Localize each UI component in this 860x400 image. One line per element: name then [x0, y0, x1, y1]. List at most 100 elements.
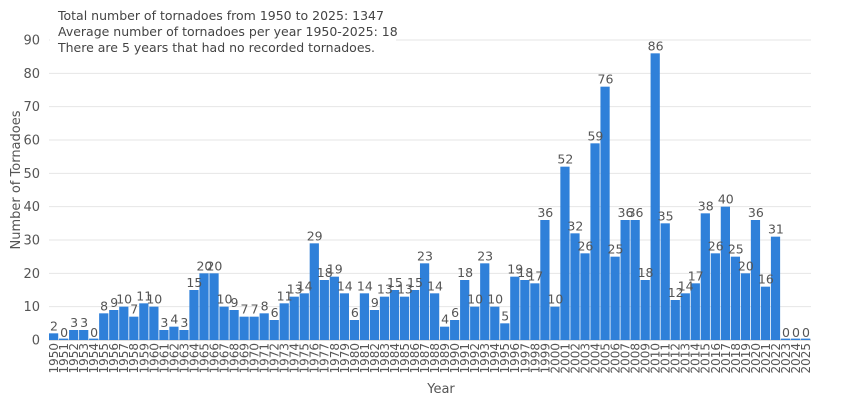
data-label: 5 — [501, 308, 509, 323]
data-label: 16 — [758, 272, 774, 287]
data-label: 20 — [206, 258, 222, 273]
bar — [620, 220, 630, 340]
bar — [79, 330, 89, 340]
data-label: 3 — [160, 315, 168, 330]
data-label: 19 — [507, 262, 523, 277]
x-tick-label: 1993 — [478, 343, 492, 374]
data-label: 8 — [261, 298, 269, 313]
data-label: 9 — [231, 295, 239, 310]
y-tick-label: 0 — [32, 334, 40, 349]
x-tick-label: 1978 — [328, 343, 342, 374]
x-tick-label: 2025 — [799, 343, 813, 374]
y-tick-label: 10 — [23, 300, 40, 315]
bar — [500, 323, 510, 340]
bar — [470, 306, 480, 340]
bar — [700, 213, 710, 340]
bar — [359, 293, 370, 340]
bar — [770, 236, 781, 340]
bar — [249, 316, 259, 340]
data-label: 36 — [618, 205, 634, 220]
bar — [460, 280, 470, 340]
bar — [560, 166, 570, 340]
data-label: 17 — [688, 268, 704, 283]
bar — [379, 296, 390, 340]
bar — [409, 290, 420, 340]
bar — [570, 233, 580, 340]
x-tick-label: 1956 — [107, 343, 121, 374]
data-label: 0 — [90, 325, 98, 340]
y-tick-label: 70 — [23, 100, 40, 115]
data-label: 10 — [217, 292, 233, 307]
data-label: 86 — [648, 38, 664, 53]
x-tick-label: 1997 — [518, 343, 532, 374]
data-label: 20 — [196, 258, 212, 273]
bar — [259, 313, 269, 340]
x-tick-label: 1971 — [258, 343, 272, 374]
bar — [590, 143, 600, 340]
data-label: 10 — [487, 292, 503, 307]
data-label: 4 — [441, 312, 449, 327]
data-label: 13 — [377, 282, 393, 297]
x-tick-label: 1953 — [77, 343, 91, 374]
data-label: 25 — [728, 242, 744, 257]
data-label: 10 — [467, 292, 483, 307]
x-tick-label: 1954 — [87, 343, 101, 374]
data-label: 14 — [427, 278, 443, 293]
bar — [600, 86, 610, 341]
data-label: 2 — [50, 318, 58, 333]
x-tick-label: 2000 — [548, 343, 562, 374]
bar — [299, 293, 309, 340]
bar — [129, 316, 139, 340]
data-label: 76 — [598, 72, 614, 87]
x-tick-label: 2017 — [719, 343, 733, 374]
data-label: 13 — [397, 282, 413, 297]
data-label: 59 — [587, 128, 603, 143]
bar — [59, 338, 69, 340]
x-tick-label: 2002 — [568, 343, 582, 374]
x-tick-label: 2004 — [588, 343, 602, 374]
annotation-total: Total number of tornadoes from 1950 to 2… — [57, 8, 384, 23]
x-tick-label: 1982 — [368, 343, 382, 374]
x-tick-label: 1986 — [408, 343, 422, 374]
bar — [69, 330, 79, 340]
data-label: 18 — [638, 265, 654, 280]
bar — [399, 296, 410, 340]
x-tick-label: 1958 — [127, 343, 141, 374]
bar — [520, 280, 530, 340]
x-tick-label: 1983 — [378, 343, 392, 374]
annotation-box — [50, 6, 396, 58]
x-tick-label: 2022 — [769, 343, 783, 374]
data-label: 38 — [698, 198, 714, 213]
bar — [760, 286, 771, 340]
bar — [640, 280, 650, 340]
x-tick-label: 2021 — [759, 343, 773, 374]
bar — [369, 310, 380, 340]
bar — [179, 330, 189, 340]
x-tick-label: 2019 — [739, 343, 753, 374]
x-tick-label: 1974 — [288, 343, 302, 374]
data-label: 3 — [80, 315, 88, 330]
data-label: 40 — [718, 192, 734, 207]
data-label: 31 — [768, 222, 784, 237]
x-tick-label: 1969 — [238, 343, 252, 374]
bar — [690, 283, 700, 340]
bar — [239, 316, 249, 340]
x-tick-label: 1959 — [137, 343, 151, 374]
x-tick-label: 2023 — [779, 343, 793, 374]
data-label: 20 — [738, 258, 754, 273]
x-tick-label: 1985 — [398, 343, 412, 374]
x-tick-label: 2005 — [598, 343, 612, 374]
data-label: 3 — [180, 315, 188, 330]
y-axis-label: Number of Tornadoes — [9, 110, 24, 249]
y-tick-label: 50 — [23, 167, 40, 182]
data-label: 4 — [170, 312, 178, 327]
bar — [780, 338, 791, 340]
bar — [389, 290, 400, 340]
bar — [730, 256, 741, 340]
y-tick-label: 60 — [23, 134, 40, 149]
x-tick-label: 2024 — [789, 343, 803, 374]
bar — [800, 338, 811, 340]
bar — [440, 326, 450, 340]
